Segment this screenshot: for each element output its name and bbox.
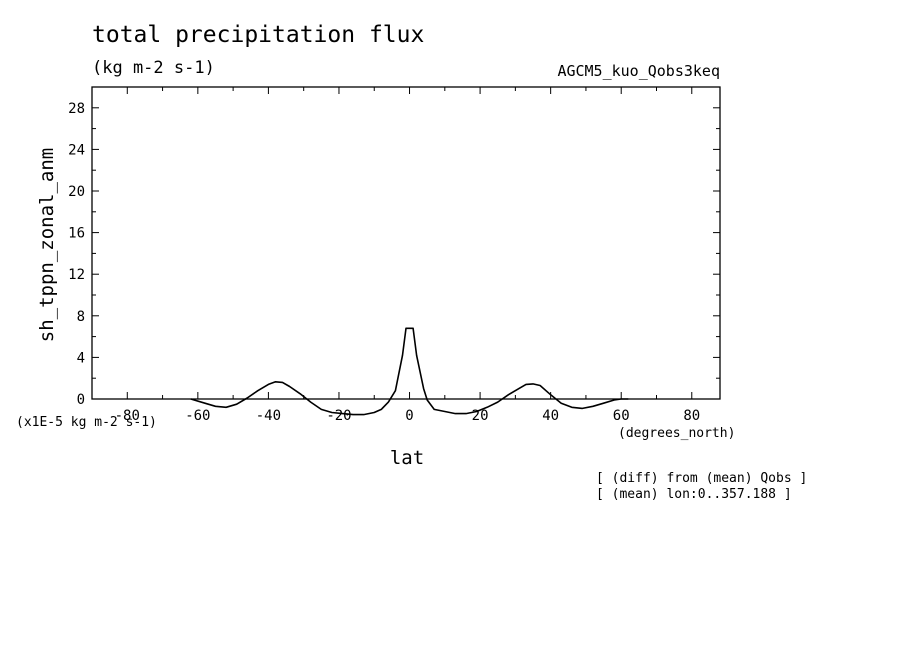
y-tick-label: 4 [77,350,85,366]
x-tick-label: 60 [613,408,630,424]
y-tick-label: 16 [68,226,85,242]
y-tick-label: 12 [68,267,85,283]
y-tick-label: 24 [68,142,85,158]
x-tick-label: -40 [256,408,281,424]
x-axis-units: (degrees_north) [618,426,736,441]
chart-title: total precipitation flux [92,22,425,48]
series-line [190,327,629,416]
y-tick-label: 20 [68,184,85,200]
x-tick-label: -80 [115,408,140,424]
x-tick-label: 80 [683,408,700,424]
plot-frame [91,86,721,400]
x-tick-label: -60 [185,408,210,424]
x-tick-label: 0 [405,408,413,424]
y-tick-label: 0 [77,392,85,408]
x-axis-label: lat [389,447,425,469]
y-tick-label: 28 [68,101,85,117]
y-tick-label: 8 [77,309,85,325]
x-tick-label: 40 [542,408,559,424]
run-name: AGCM5_kuo_Qobs3keq [557,62,720,80]
scale-note: (x1E-5 kg m-2 s-1) [16,415,157,430]
chart-units: (kg m-2 s-1) [92,58,215,78]
mean-note: [ (mean) lon:0..357.188 ] [596,487,792,502]
diff-note: [ (diff) from (mean) Qobs ] [596,471,808,486]
x-tick-label: -20 [326,408,351,424]
